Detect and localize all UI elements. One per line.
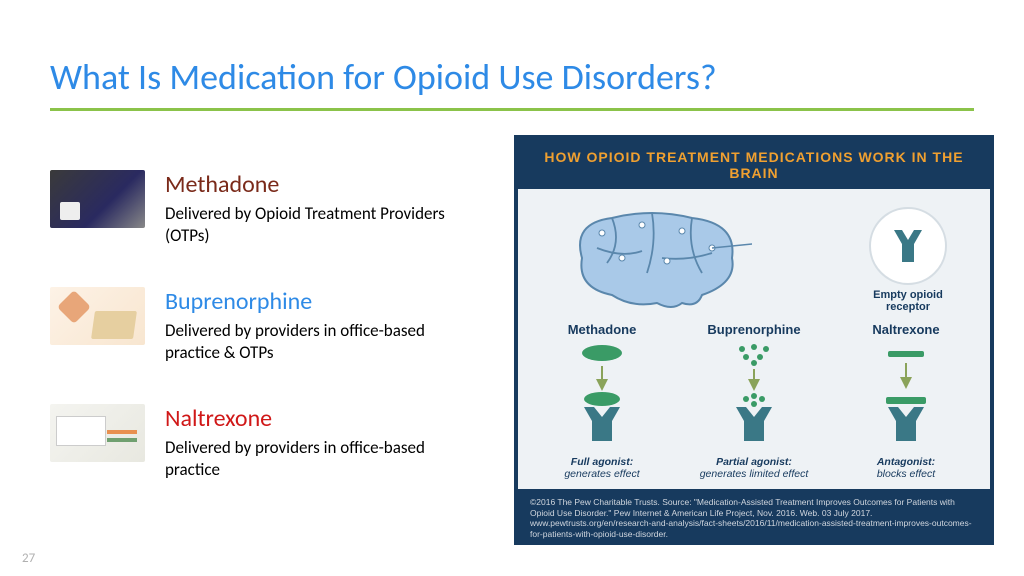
page-number: 27 xyxy=(22,551,35,566)
mechanism-caption: Full agonist: generates effect xyxy=(532,456,672,481)
title-underline xyxy=(50,108,974,111)
mechanism: Buprenorphine Partial agonist: genera xyxy=(684,322,824,481)
infographic-heading: HOW OPIOID TREATMENT MEDICATIONS WORK IN… xyxy=(518,139,990,189)
infographic-footer: ©2016 The Pew Charitable Trusts. Source:… xyxy=(518,489,990,548)
buprenorphine-thumbnail xyxy=(50,287,145,345)
mechanism-diagram xyxy=(684,341,824,451)
mechanism: Methadone Full agonist: generates effect xyxy=(532,322,672,481)
mechanism-caption: Partial agonist: generates limited effec… xyxy=(684,456,824,481)
medication-desc: Delivered by providers in office-based p… xyxy=(165,437,470,481)
mechanism-caption: Antagonist: blocks effect xyxy=(836,456,976,481)
callout-label: Empty opioid receptor xyxy=(854,289,962,313)
medication-row: Naltrexone Delivered by providers in off… xyxy=(50,404,470,481)
mechanism-diagram xyxy=(836,341,976,451)
medication-name: Buprenorphine xyxy=(165,287,470,316)
infographic-panel: HOW OPIOID TREATMENT MEDICATIONS WORK IN… xyxy=(514,135,994,545)
receptor-icon xyxy=(888,226,928,266)
brain-icon xyxy=(552,203,752,313)
slide-title: What Is Medication for Opioid Use Disord… xyxy=(50,55,717,99)
mechanism: Naltrexone Antagonist: blocks effect xyxy=(836,322,976,481)
naltrexone-thumbnail xyxy=(50,404,145,462)
medication-desc: Delivered by providers in office-based p… xyxy=(165,320,470,364)
mechanism-name: Buprenorphine xyxy=(684,322,824,337)
medication-name: Naltrexone xyxy=(165,404,470,433)
medication-name: Methadone xyxy=(165,170,470,199)
medication-row: Buprenorphine Delivered by providers in … xyxy=(50,287,470,364)
mechanism-diagram xyxy=(532,341,672,451)
mechanism-row: Methadone Full agonist: generates effect… xyxy=(518,322,990,489)
methadone-thumbnail xyxy=(50,170,145,228)
medication-row: Methadone Delivered by Opioid Treatment … xyxy=(50,170,470,247)
medication-list: Methadone Delivered by Opioid Treatment … xyxy=(50,170,470,522)
infographic-body: Empty opioid receptor Methadone Full ago… xyxy=(518,189,990,489)
medication-desc: Delivered by Opioid Treatment Providers … xyxy=(165,203,470,247)
mechanism-name: Naltrexone xyxy=(836,322,976,337)
mechanism-name: Methadone xyxy=(532,322,672,337)
receptor-callout: Empty opioid receptor xyxy=(854,207,962,313)
